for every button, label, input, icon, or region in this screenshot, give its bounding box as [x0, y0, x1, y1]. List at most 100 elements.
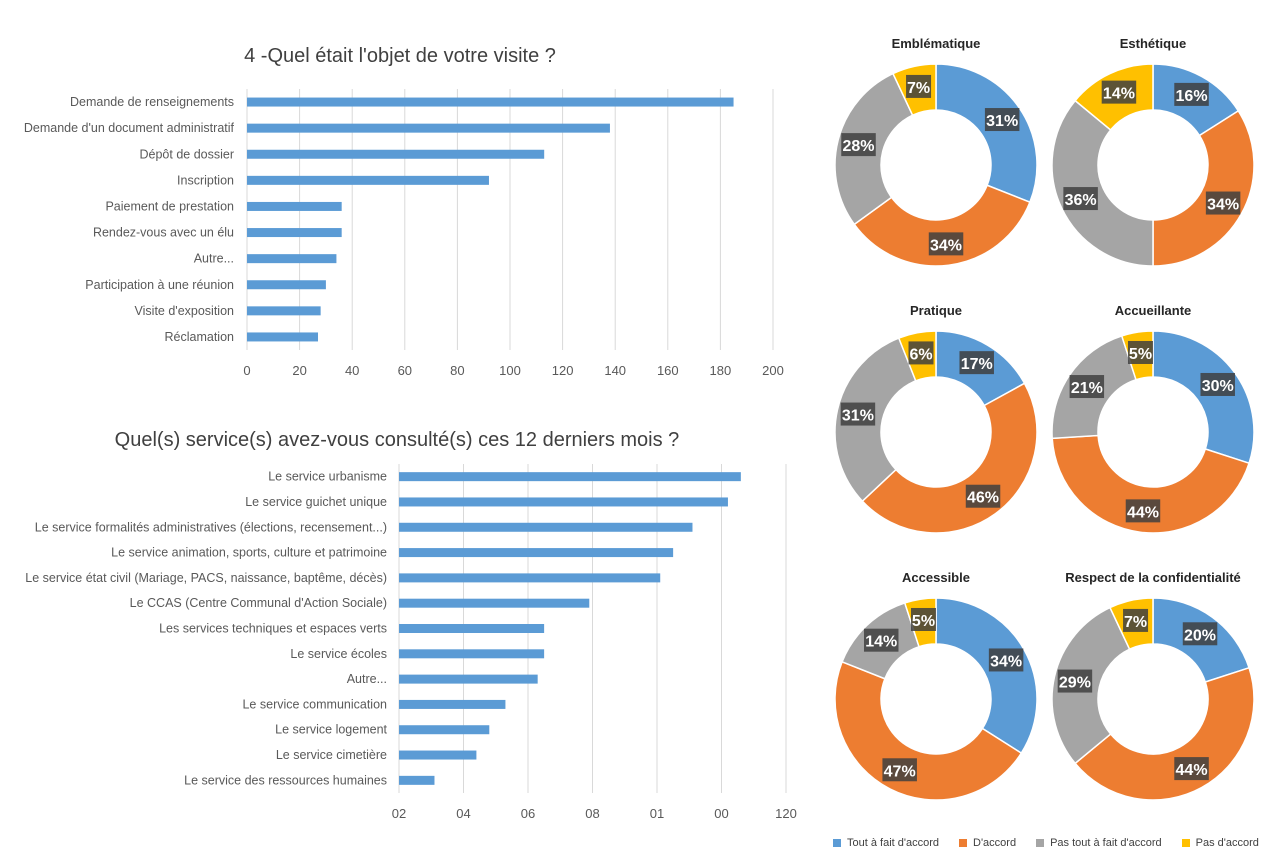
bar [247, 201, 342, 211]
tick-label: 120 [775, 806, 797, 821]
donut-slice [1051, 434, 1251, 534]
data-label: 44% [1176, 762, 1208, 779]
tick-label: 160 [657, 363, 679, 378]
bar [399, 699, 506, 709]
data-label-box [882, 758, 917, 782]
data-label: 14% [1103, 86, 1135, 103]
tick-label: 02 [392, 806, 406, 821]
donut-slice [935, 63, 1038, 204]
bar [247, 149, 545, 159]
bar [247, 175, 489, 185]
bar [399, 573, 661, 583]
donut-slice [861, 382, 1038, 534]
chart-title: Quel(s) service(s) avez-vous consulté(s)… [115, 429, 680, 451]
data-label-box [988, 648, 1024, 672]
data-label: 16% [1176, 88, 1208, 105]
bar [247, 280, 326, 290]
legend: Tout à fait d'accord D'accord Pas tout à… [833, 832, 1273, 854]
data-label: 29% [1059, 675, 1091, 692]
chart-title: Accueillante [1115, 303, 1192, 318]
bar [247, 332, 319, 342]
tick-label: 08 [585, 806, 599, 821]
data-label: 20% [1184, 627, 1216, 644]
legend-label: Tout à fait d'accord [847, 837, 939, 849]
legend-swatch [1036, 839, 1045, 847]
data-label-box [840, 402, 876, 426]
data-label: 44% [1127, 504, 1159, 521]
tick-label: 20 [292, 363, 306, 378]
category-label: Le service des ressources humaines [184, 773, 387, 787]
data-label-box [984, 108, 1020, 132]
data-label: 5% [912, 613, 935, 630]
tick-label: 0 [243, 363, 250, 378]
donut-slice [834, 337, 917, 503]
category-label: Le service communication [242, 697, 387, 711]
data-label-box [1123, 608, 1149, 632]
category-label: Demande d'un document administratif [24, 121, 235, 135]
legend-item-tout-a-fait: Tout à fait d'accord [833, 837, 939, 849]
data-label-box [1063, 187, 1098, 211]
data-label: 17% [961, 356, 993, 373]
bar [399, 750, 477, 760]
legend-item-pas-d-accord: Pas d'accord [1181, 837, 1259, 849]
legend-label: Pas tout à fait d'accord [1050, 837, 1162, 849]
data-label: 34% [1207, 197, 1239, 214]
data-label: 36% [1065, 192, 1097, 209]
category-label: Réclamation [165, 330, 235, 344]
data-label: 14% [865, 634, 897, 651]
tick-label: 200 [762, 363, 784, 378]
data-label-box [1057, 669, 1093, 693]
data-label-box [1174, 82, 1209, 106]
bar [247, 306, 321, 316]
category-label: Paiement de prestation [105, 199, 234, 213]
data-label-box [1200, 372, 1235, 396]
bar [399, 775, 435, 785]
chart-title: 4 -Quel était l'objet de votre visite ? [244, 45, 556, 67]
category-label: Le service guichet unique [245, 495, 387, 509]
tick-label: 120 [552, 363, 574, 378]
legend-swatch [833, 839, 841, 847]
donut-chart: Accessible 34% 47% 14% 5% [834, 570, 1038, 801]
bar-chart-visit-purpose: 4 -Quel était l'objet de votre visite ? 0… [24, 45, 784, 378]
legend-label: D'accord [973, 837, 1017, 849]
category-label: Participation à une réunion [85, 278, 234, 292]
category-label: Inscription [177, 173, 234, 187]
bar [399, 725, 490, 735]
data-label-box [1127, 340, 1153, 364]
donut-slice [1152, 109, 1255, 267]
data-label-box [1125, 499, 1161, 523]
donut-slice [935, 597, 1038, 755]
data-label: 31% [842, 408, 874, 425]
data-label: 30% [1202, 378, 1234, 395]
tick-label: 180 [710, 363, 732, 378]
data-label: 7% [907, 80, 930, 97]
data-label-box [1101, 80, 1137, 104]
bar [399, 598, 590, 608]
donut-chart: Respect de la confidentialité 20% 44% 29% 7% [1051, 570, 1255, 801]
donut-chart: Pratique 17% 46% 31% 6% [834, 303, 1038, 534]
category-label: Dépôt de dossier [139, 147, 234, 161]
data-label: 6% [909, 346, 932, 363]
data-label: 34% [990, 653, 1022, 670]
donut-slice [853, 184, 1031, 267]
data-label: 5% [1129, 346, 1152, 363]
data-label-box [1182, 622, 1218, 646]
chart-title: Pratique [910, 303, 962, 318]
category-label: Rendez-vous avec un élu [93, 226, 234, 240]
legend-swatch [959, 839, 967, 847]
tick-label: 00 [714, 806, 728, 821]
donut-chart: Accueillante 30% 44% 21% 5% [1051, 303, 1255, 534]
data-label-box [1174, 757, 1209, 781]
bar [247, 123, 610, 133]
legend-swatch [1181, 839, 1190, 847]
data-label-box [910, 607, 936, 631]
bar [247, 97, 734, 107]
legend-item-pas-tout-a-fait: Pas tout à fait d'accord [1036, 837, 1162, 849]
tick-label: 40 [345, 363, 359, 378]
tick-label: 04 [456, 806, 470, 821]
category-label: Autre... [194, 252, 234, 266]
category-label: Autre... [347, 672, 387, 686]
data-label: 46% [967, 490, 999, 507]
category-label: Le CCAS (Centre Communal d'Action Social… [130, 596, 387, 610]
